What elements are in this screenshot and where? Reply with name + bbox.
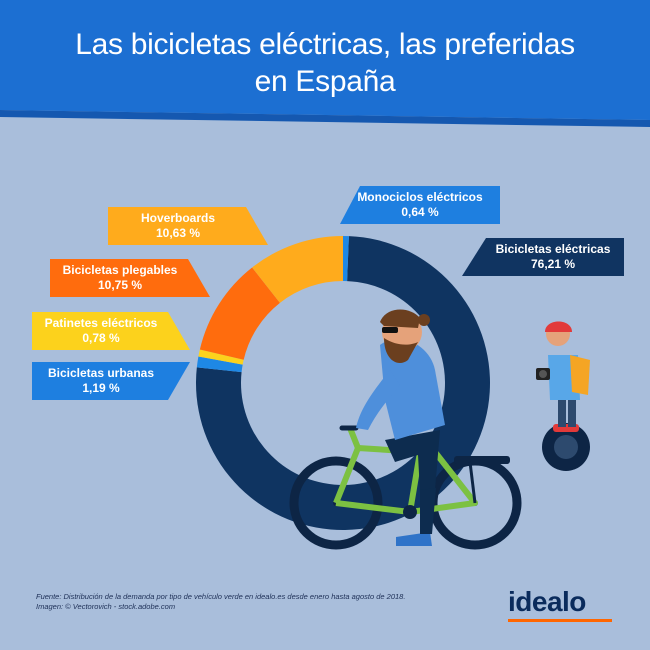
callout-urbanas-name: Bicicletas urbanas bbox=[47, 366, 155, 380]
header-banner: Las bicicletas eléctricas, las preferida… bbox=[0, 0, 650, 135]
callout-patinetes: Patinetes eléctricos 0,78 % bbox=[32, 312, 190, 350]
footnote-image-credit: Imagen: © Vectorovich - stock.adobe.com bbox=[36, 602, 176, 611]
hoverboard-rider-icon bbox=[536, 321, 590, 471]
source-footnote: Fuente: Distribución de la demanda por t… bbox=[36, 592, 405, 612]
callout-electricas-name: Bicicletas eléctricas bbox=[495, 242, 611, 256]
callout-hoverboards: Hoverboards 10,63 % bbox=[108, 207, 268, 245]
callout-hoverboards-value: 10,63 % bbox=[155, 226, 201, 240]
callout-patinetes-value: 0,78 % bbox=[82, 331, 120, 345]
callout-monociclos-value: 0,64 % bbox=[401, 205, 439, 219]
page-title: Las bicicletas eléctricas, las preferida… bbox=[40, 26, 610, 100]
callout-urbanas: Bicicletas urbanas 1,19 % bbox=[32, 362, 190, 400]
callout-hoverboards-name: Hoverboards bbox=[140, 211, 216, 225]
logo-wordmark: idealo bbox=[508, 586, 586, 617]
donut-slice-hoverboards bbox=[252, 236, 343, 303]
callout-plegables-value: 10,75 % bbox=[97, 278, 143, 292]
header-background bbox=[0, 0, 650, 127]
donut-slice-patinetes-eléctricos bbox=[198, 349, 244, 365]
callout-patinetes-name: Patinetes eléctricos bbox=[44, 316, 158, 330]
title-line-1: Las bicicletas eléctricas, las preferida… bbox=[75, 28, 575, 61]
callout-plegables-name: Bicicletas plegables bbox=[62, 263, 178, 277]
callout-monociclos: Monociclos eléctricos 0,64 % bbox=[340, 186, 500, 224]
footnote-source: Fuente: Distribución de la demanda por t… bbox=[36, 592, 406, 601]
rider-icon bbox=[356, 309, 445, 546]
logo-underline bbox=[508, 619, 612, 622]
idealo-logo: idealo bbox=[506, 586, 614, 622]
callout-bicicletas-electricas: Bicicletas eléctricas 76,21 % bbox=[462, 238, 624, 276]
title-line-2: en España bbox=[254, 65, 396, 98]
donut-slice-bicicletas-plegables bbox=[199, 267, 280, 360]
donut-slice-monociclos-eléctricos bbox=[343, 236, 349, 282]
callout-plegables: Bicicletas plegables 10,75 % bbox=[50, 259, 210, 297]
donut-slice-bicicletas-urbanas bbox=[196, 356, 243, 373]
callout-electricas-value: 76,21 % bbox=[530, 257, 576, 271]
callout-monociclos-name: Monociclos eléctricos bbox=[357, 190, 483, 204]
callout-urbanas-value: 1,19 % bbox=[82, 381, 120, 395]
